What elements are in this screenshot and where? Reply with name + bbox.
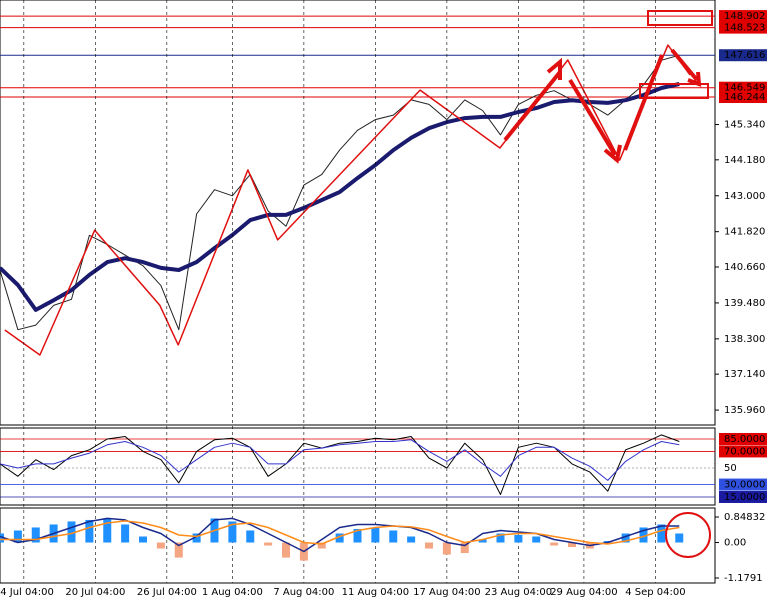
series-line: [0, 439, 680, 481]
x-tick-label: 11 Aug 04:00: [342, 587, 409, 598]
histogram-bar: [139, 536, 147, 543]
x-tick-label: 26 Jul 04:00: [137, 587, 197, 598]
macd-panel: [0, 507, 716, 584]
y-tick-label: 135.960: [724, 405, 765, 416]
histogram-bar: [425, 542, 433, 549]
y-tick-label: 141.820: [724, 227, 765, 238]
histogram-bar: [31, 527, 40, 543]
y-tick-label: 0.84832: [724, 512, 765, 523]
y-tick-label: 144.180: [724, 155, 765, 166]
x-tick-label: 4 Sep 04:00: [625, 587, 685, 598]
series-line: [0, 434, 680, 495]
oscillator-panel: [0, 427, 716, 506]
level-label: 148.902: [724, 11, 765, 22]
x-tick-label: 1 Aug 04:00: [202, 587, 263, 598]
histogram-bar: [514, 534, 523, 543]
y-tick-label: 70.0000: [724, 446, 765, 457]
series-line: [0, 82, 680, 312]
label-box: [719, 10, 767, 23]
x-tick-label: 20 Jul 04:00: [65, 587, 125, 598]
histogram-bar: [13, 530, 22, 543]
y-tick-label: 137.140: [724, 369, 765, 380]
label-box: [719, 478, 767, 491]
histogram-bar: [335, 533, 344, 543]
label-box: [719, 21, 767, 34]
histogram-bar: [478, 539, 487, 543]
histogram-bar: [174, 542, 183, 558]
arrow-up: [623, 54, 664, 151]
histogram-bar: [442, 542, 451, 555]
x-tick-label: 29 Aug 04:00: [550, 587, 617, 598]
histogram-bar: [657, 524, 666, 543]
histogram-bar: [156, 542, 165, 549]
y-tick-label: 50: [724, 463, 737, 474]
series-line: [0, 520, 680, 545]
annotations: [503, 10, 713, 558]
y-tick-label: 143.000: [724, 191, 765, 202]
label-box: [719, 90, 767, 103]
arrow-down: [568, 78, 622, 164]
label-box: [719, 433, 767, 446]
histogram-bar: [103, 518, 112, 543]
histogram-bar: [67, 521, 76, 543]
label-box: [719, 49, 767, 62]
highlight-box: [647, 10, 713, 26]
histogram-bar: [228, 521, 237, 543]
x-tick-label: 14 Jul 04:00: [0, 587, 54, 598]
histogram-bar: [317, 542, 326, 549]
level-label: 146.244: [724, 92, 765, 103]
level-label: 146.549: [724, 83, 765, 94]
series-line: [0, 54, 680, 331]
histogram-bar: [0, 533, 4, 543]
histogram-bar: [532, 536, 541, 543]
y-tick-label: 85.0000: [724, 434, 765, 445]
histogram-bar: [246, 530, 255, 543]
label-box: [719, 490, 767, 503]
y-tick-label: -1.1791: [724, 573, 763, 584]
histogram-bar: [550, 542, 559, 546]
x-tick-label: 7 Aug 04:00: [273, 587, 334, 598]
highlight-circle: [665, 512, 711, 558]
label-box: [719, 81, 767, 94]
histogram-bar: [85, 519, 94, 543]
histogram-bar: [407, 536, 416, 543]
label-box: [719, 445, 767, 458]
y-tick-label: 15.0000: [724, 492, 765, 503]
histogram-bar: [389, 530, 398, 543]
y-tick-label: 139.480: [724, 298, 765, 309]
y-tick-label: 0.00: [724, 538, 746, 549]
histogram-bar: [675, 533, 684, 543]
highlight-box: [639, 83, 709, 99]
histogram-bar: [496, 533, 505, 543]
histogram-bar: [121, 524, 130, 543]
series-line: [4, 44, 691, 356]
histogram-bar: [639, 527, 648, 543]
histogram-bar: [353, 528, 362, 543]
level-label: 147.616: [724, 50, 765, 61]
price-panel: [0, 0, 716, 426]
level-label: 148.523: [724, 23, 765, 34]
histogram-bar: [460, 542, 469, 554]
histogram-bar: [568, 542, 576, 548]
y-tick-label: 138.300: [724, 334, 765, 345]
y-tick-label: 140.660: [724, 262, 765, 273]
series-line: [0, 517, 680, 553]
y-tick-label: 145.340: [724, 120, 765, 131]
histogram-bar: [192, 533, 201, 543]
arrow-up: [503, 57, 562, 142]
x-tick-label: 17 Aug 04:00: [413, 587, 480, 598]
y-tick-label: 30.0000: [724, 480, 765, 491]
histogram-bar: [264, 542, 273, 546]
x-tick-label: 23 Aug 04:00: [485, 587, 552, 598]
histogram-bar: [621, 533, 630, 543]
histogram-bar: [371, 527, 380, 543]
histogram-bar: [282, 542, 290, 558]
